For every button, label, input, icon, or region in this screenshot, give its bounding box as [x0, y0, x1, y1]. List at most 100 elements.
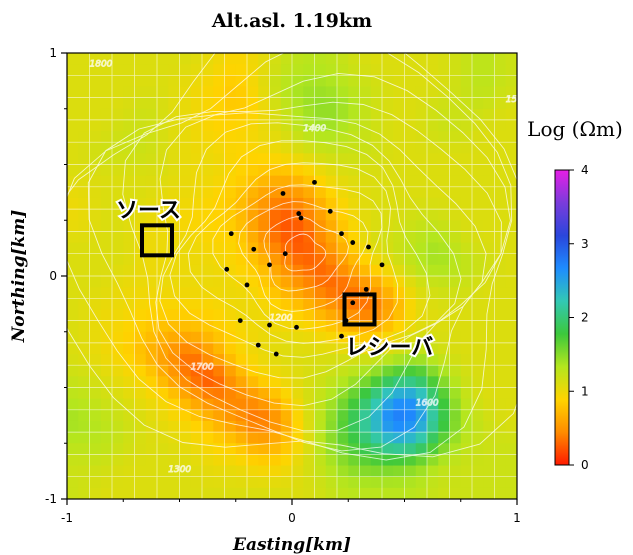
heatmap-cell [168, 209, 181, 221]
heatmap-cell [393, 331, 406, 344]
heatmap-cell [404, 432, 417, 444]
heatmap-cell [235, 231, 248, 244]
heatmap-cell [224, 342, 237, 355]
heatmap-cell [145, 342, 158, 355]
heatmap-cell [505, 119, 517, 132]
heatmap-cell [359, 376, 372, 389]
heatmap-cell [157, 398, 169, 411]
heatmap-cell [145, 186, 158, 199]
heatmap-cell [382, 153, 394, 166]
heatmap-cell [78, 86, 91, 99]
heatmap-cell [505, 365, 517, 377]
heatmap-cell [314, 487, 327, 499]
heatmap-cell [179, 209, 192, 221]
heatmap-cell [314, 420, 327, 433]
heatmap-cell [325, 398, 338, 411]
heatmap-cell [134, 97, 147, 110]
heatmap-cell [190, 209, 203, 221]
heatmap-cell [427, 476, 439, 489]
heatmap-cell [460, 108, 473, 121]
heatmap-cell [258, 53, 271, 65]
heatmap-cell [460, 231, 473, 244]
heatmap-cell [438, 175, 451, 188]
heatmap-cell [483, 309, 496, 322]
heatmap-cell [224, 420, 237, 433]
heatmap-cell [280, 142, 293, 154]
heatmap-cell [247, 465, 259, 478]
heatmap-cell [123, 354, 136, 366]
heatmap-cell [303, 309, 316, 322]
heatmap-cell [314, 276, 327, 288]
heatmap-cell [190, 108, 203, 121]
heatmap-cell [427, 398, 439, 411]
heatmap-cell [280, 264, 293, 277]
heatmap-cell [348, 342, 361, 355]
receiver-marker [342, 292, 377, 327]
heatmap-cell [303, 209, 316, 221]
heatmap-cell [348, 253, 361, 266]
heatmap-cell [505, 298, 517, 311]
heatmap-cell [438, 443, 451, 455]
heatmap-cell [460, 376, 473, 389]
heatmap-cell [472, 276, 484, 288]
heatmap-cell [449, 131, 462, 143]
heatmap-cell [303, 454, 316, 467]
heatmap-cell [78, 209, 91, 221]
heatmap-cell [370, 420, 383, 433]
heatmap-cell [145, 398, 158, 411]
heatmap-cell [247, 186, 259, 199]
heatmap-cell [112, 320, 124, 333]
heatmap-cell [123, 131, 136, 143]
heatmap-cell [168, 476, 181, 489]
heatmap-cell [494, 398, 507, 411]
heatmap-cell [145, 231, 158, 244]
heatmap-cell [449, 186, 462, 199]
heatmap-cell [269, 186, 282, 199]
heatmap-cell [427, 153, 439, 166]
heatmap-cell [145, 242, 158, 255]
heatmap-cell [190, 398, 203, 411]
heatmap-cell [292, 86, 304, 99]
heatmap-cell [258, 432, 271, 444]
heatmap-cell [145, 320, 158, 333]
chart-title: Alt.asl. 1.19km [211, 10, 372, 32]
heatmap-cell [280, 276, 293, 288]
heatmap-cell [269, 242, 282, 255]
heatmap-cell [179, 298, 192, 311]
heatmap-cell [427, 331, 439, 344]
heatmap-cell [303, 365, 316, 377]
heatmap-cell [325, 142, 338, 154]
heatmap-cell [393, 409, 406, 422]
heatmap-cell [415, 64, 428, 76]
heatmap-cell [427, 86, 439, 99]
heatmap-cell [370, 64, 383, 76]
heatmap-cell [460, 175, 473, 188]
heatmap-cell [314, 476, 327, 489]
heatmap-cell [202, 487, 214, 499]
heatmap-cell [100, 387, 113, 400]
heatmap-cell [157, 253, 169, 266]
heatmap-cell [247, 75, 259, 88]
heatmap-cell [404, 365, 417, 377]
heatmap-cell [314, 75, 327, 88]
heatmap-cell [235, 97, 248, 110]
heatmap-cell [67, 75, 79, 88]
heatmap-cell [224, 242, 237, 255]
heatmap-cell [314, 164, 327, 177]
heatmap-cell [359, 320, 372, 333]
heatmap-cell [247, 387, 259, 400]
heatmap-cell [67, 253, 79, 266]
heatmap-cell [269, 197, 282, 210]
heatmap-cell [280, 298, 293, 311]
heatmap-cell [348, 175, 361, 188]
heatmap-cell [472, 398, 484, 411]
heatmap-cell [404, 264, 417, 277]
heatmap-cell [190, 320, 203, 333]
heatmap-cell [280, 75, 293, 88]
heatmap-cell [472, 420, 484, 433]
heatmap-cell [460, 465, 473, 478]
heatmap-cell [179, 354, 192, 366]
heatmap-cell [213, 53, 226, 65]
heatmap-cell [157, 242, 169, 255]
heatmap-cell [325, 175, 338, 188]
